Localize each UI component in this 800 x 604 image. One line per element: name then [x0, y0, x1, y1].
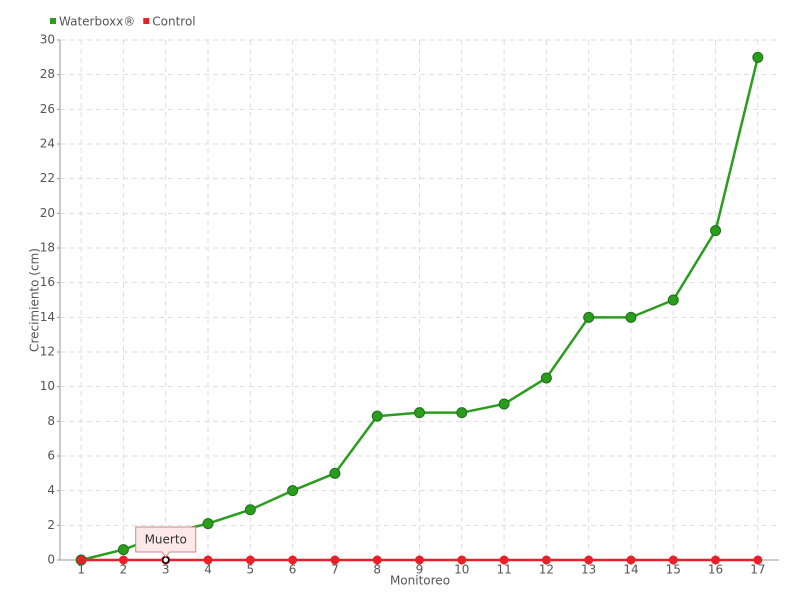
- x-axis-label: Monitoreo: [390, 574, 450, 588]
- y-axis-label: Crecimiento (cm): [28, 248, 42, 352]
- x-tick-label: 16: [708, 563, 723, 577]
- data-point: [287, 485, 299, 497]
- legend-label: Waterboxx®: [59, 15, 135, 29]
- y-tick-label: 24: [40, 137, 55, 151]
- data-point: [541, 555, 551, 565]
- data-point: [626, 555, 636, 565]
- data-point: [329, 467, 341, 479]
- data-point: [117, 544, 129, 556]
- y-tick-label: 14: [40, 310, 55, 324]
- x-tick-label: 2: [120, 563, 128, 577]
- data-point: [456, 407, 468, 419]
- y-tick-label: 18: [40, 241, 55, 255]
- hovered-point: [161, 556, 170, 564]
- x-tick-label: 15: [666, 563, 681, 577]
- x-tick-label: 8: [373, 563, 381, 577]
- data-point: [625, 311, 637, 323]
- data-point: [584, 555, 594, 565]
- legend-swatch: [50, 18, 56, 24]
- y-tick-label: 10: [40, 379, 55, 393]
- x-tick-label: 7: [331, 563, 339, 577]
- y-tick-label: 16: [40, 275, 55, 289]
- data-point: [752, 51, 764, 63]
- y-tick-label: 30: [40, 33, 55, 47]
- y-tick-label: 0: [47, 553, 55, 567]
- legend-swatch: [143, 18, 150, 24]
- y-tick-label: 4: [47, 483, 55, 497]
- x-tick-label: 1: [77, 563, 85, 577]
- tooltip-text: Muerto: [145, 533, 187, 547]
- tooltip-box: [135, 526, 197, 558]
- data-point: [76, 555, 86, 565]
- data-point: [245, 555, 255, 565]
- data-point: [498, 398, 510, 410]
- y-tick-label: 22: [40, 171, 55, 185]
- y-tick-label: 8: [47, 414, 55, 428]
- data-point: [499, 555, 509, 565]
- x-tick-label: 12: [539, 563, 554, 577]
- y-tick-label: 6: [47, 449, 55, 463]
- x-tick-label: 17: [750, 563, 765, 577]
- data-point: [711, 555, 721, 565]
- data-point: [118, 555, 128, 565]
- data-point: [414, 407, 425, 419]
- data-point: [457, 555, 467, 565]
- x-tick-label: 6: [289, 563, 297, 577]
- data-point: [202, 518, 214, 530]
- data-point: [244, 504, 256, 516]
- y-tick-label: 12: [40, 345, 55, 359]
- x-tick-label: 13: [581, 563, 596, 577]
- data-point: [372, 555, 382, 565]
- y-tick-label: 26: [40, 102, 55, 116]
- data-point: [753, 555, 763, 565]
- data-point: [330, 555, 340, 565]
- data-point: [288, 555, 298, 565]
- x-tick-label: 11: [496, 563, 511, 577]
- data-point: [710, 225, 722, 237]
- data-point: [371, 410, 383, 422]
- data-point: [583, 311, 595, 323]
- tooltip: Muerto: [135, 526, 197, 558]
- x-tick-label: 4: [204, 563, 212, 577]
- y-tick-label: 2: [47, 518, 55, 532]
- data-point: [203, 555, 213, 565]
- data-point: [540, 372, 552, 384]
- x-tick-label: 9: [416, 563, 424, 577]
- data-point: [668, 555, 678, 565]
- y-tick-label: 20: [40, 206, 55, 220]
- data-point: [415, 555, 424, 565]
- data-point: [667, 294, 679, 306]
- x-tick-label: 10: [454, 563, 469, 577]
- y-tick-label: 28: [40, 67, 55, 81]
- x-tick-label: 3: [162, 563, 170, 577]
- x-tick-label: 14: [623, 563, 638, 577]
- x-tick-label: 5: [247, 563, 255, 577]
- legend-label: Control: [152, 15, 195, 29]
